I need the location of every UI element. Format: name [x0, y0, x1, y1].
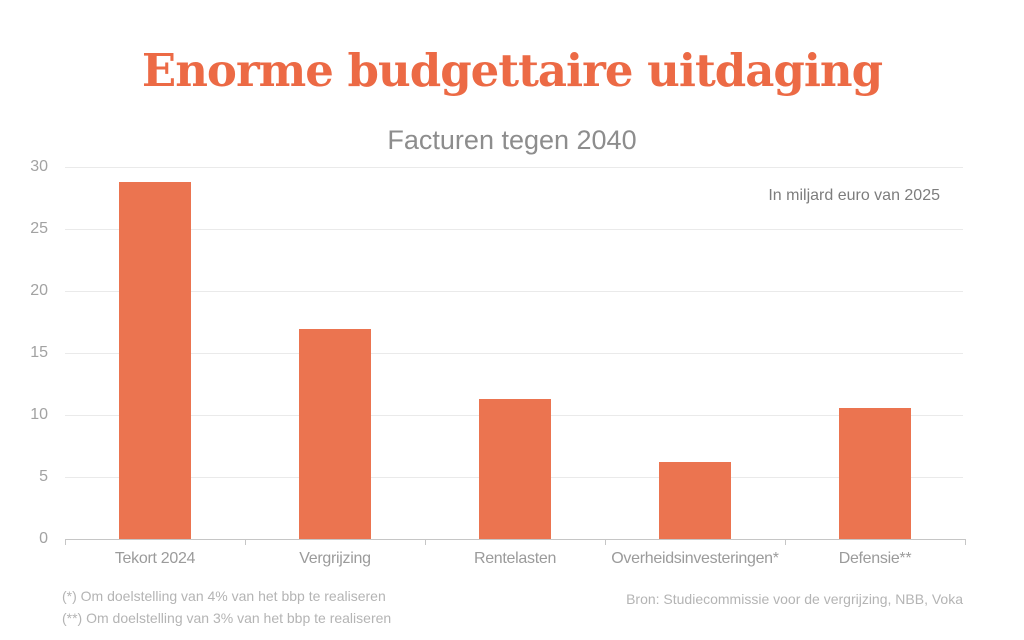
x-axis-category-label: Rentelasten	[473, 550, 557, 567]
x-axis-tick	[425, 539, 426, 545]
y-axis-tick-label: 20	[30, 282, 48, 299]
gridline-y-30	[65, 167, 963, 168]
gridline-y-25	[65, 229, 963, 230]
y-axis-tick-label: 0	[39, 530, 48, 547]
source-label: Bron: Studiecommissie voor de vergrijzin…	[626, 591, 963, 607]
x-axis-line	[65, 539, 966, 540]
y-axis-tick-label: 5	[39, 468, 48, 485]
x-axis-category-label: Vergrijzing	[299, 550, 371, 567]
x-axis-tick	[605, 539, 606, 545]
y-axis-tick-label: 25	[30, 220, 48, 237]
x-axis-category-label: Tekort 2024	[114, 550, 196, 567]
chart-subtitle: Facturen tegen 2040	[387, 125, 637, 156]
footnote-1: (*) Om doelstelling van 4% van het bbp t…	[62, 588, 386, 604]
bar-defensie	[839, 408, 911, 539]
gridline-y-15	[65, 353, 963, 354]
x-axis-tick	[785, 539, 786, 545]
bar-rentelasten	[479, 399, 551, 539]
x-axis-category-label: Overheidsinvesteringen*	[611, 550, 779, 567]
bar-overheidsinvesteringen	[659, 462, 731, 539]
unit-label: In miljard euro van 2025	[768, 187, 940, 204]
x-axis-tick	[965, 539, 966, 545]
footnotes-block: (*) Om doelstelling van 4% van het bbp t…	[62, 585, 391, 629]
footnote-2: (**) Om doelstelling van 3% van het bbp …	[62, 610, 392, 626]
bar-vergrijzing	[299, 329, 371, 539]
gridline-y-20	[65, 291, 963, 292]
y-axis-tick-label: 15	[30, 344, 48, 361]
x-axis-tick	[65, 539, 66, 545]
y-axis-tick-label: 30	[30, 158, 48, 175]
x-axis-tick	[245, 539, 246, 545]
x-axis-category-label: Defensie**	[838, 550, 912, 567]
bar-tekort-2024	[119, 182, 191, 539]
y-axis-tick-label: 10	[30, 406, 48, 423]
chart-title: Enorme budgettaire uitdaging	[141, 44, 883, 98]
